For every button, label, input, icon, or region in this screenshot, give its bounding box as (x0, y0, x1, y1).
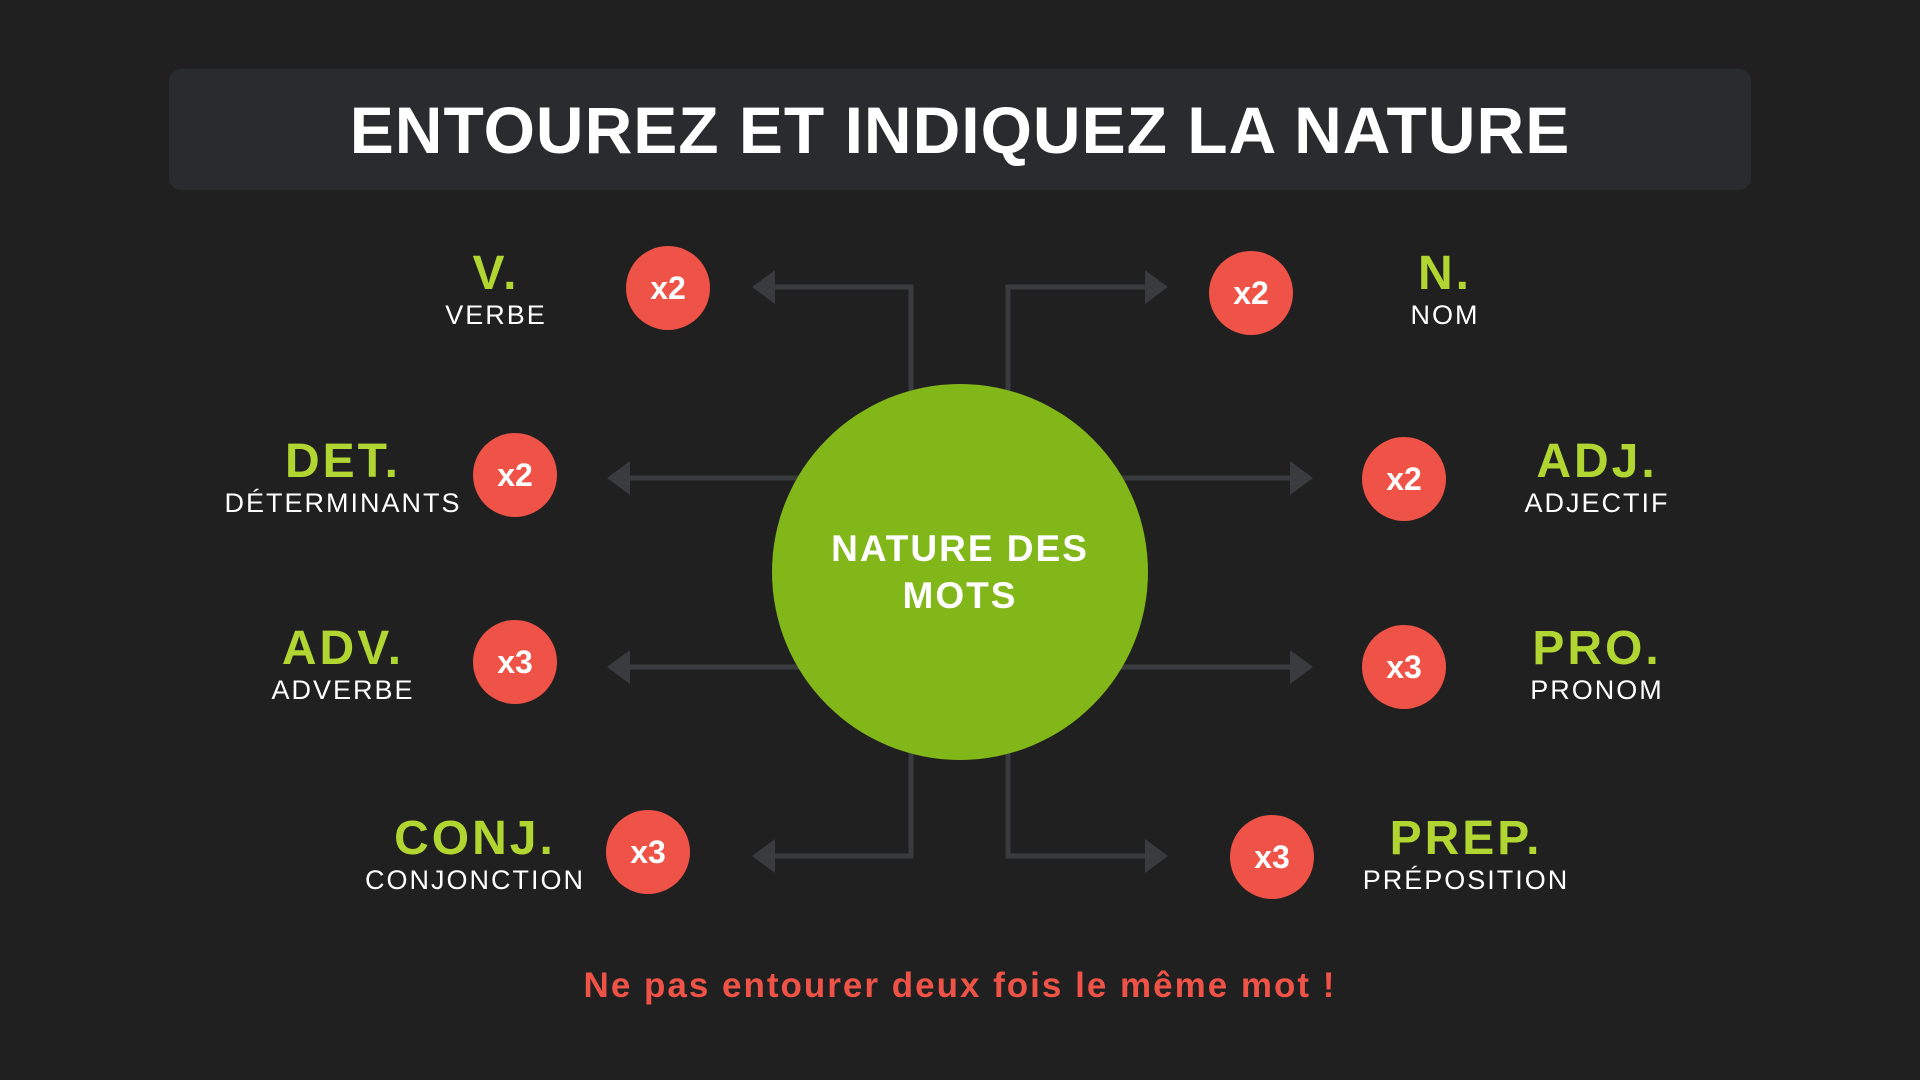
full-name: PRONOM (1530, 675, 1664, 705)
label-adjectif: ADJ. ADJECTIF (1397, 434, 1797, 520)
full-name: NOM (1410, 300, 1480, 330)
arrow-nom (1005, 284, 1150, 400)
center-node: NATURE DES MOTS (772, 384, 1148, 760)
arrow-preposition (1005, 745, 1150, 859)
center-label: NATURE DES MOTS (831, 528, 1089, 616)
abbr: N. (1418, 247, 1472, 300)
label-adverbe: ADV. ADVERBE (143, 621, 543, 707)
arrowhead-icon (607, 461, 630, 495)
full-name: VERBE (445, 300, 547, 330)
abbr: PREP. (1389, 812, 1543, 865)
count-badge-adverbe: x3 (473, 620, 557, 704)
footer-warning: Ne pas entourer deux fois le même mot ! (583, 966, 1337, 1005)
full-name: ADVERBE (271, 675, 415, 705)
arrow-conjonction (770, 745, 914, 859)
arrowhead-icon (607, 650, 630, 684)
abbr: CONJ. (394, 812, 556, 865)
title-banner: ENTOUREZ ET INDIQUEZ LA NATURE (169, 69, 1751, 190)
full-name: DÉTERMINANTS (224, 488, 462, 518)
arrowhead-icon (752, 839, 775, 873)
label-preposition: PREP. PRÉPOSITION (1266, 811, 1666, 897)
abbr: V. (472, 247, 520, 300)
abbr: DET. (284, 435, 401, 488)
arrowhead-icon (1290, 461, 1313, 495)
count-badge-conjonction: x3 (606, 810, 690, 894)
label-verbe: V. VERBE (296, 246, 696, 332)
count-badge-pronom: x3 (1362, 625, 1446, 709)
abbr: PRO. (1532, 622, 1662, 675)
arrowhead-icon (1290, 650, 1313, 684)
count-badge-nom: x2 (1209, 251, 1293, 335)
label-conjonction: CONJ. CONJONCTION (275, 811, 675, 897)
full-name: CONJONCTION (365, 865, 585, 895)
abbr: ADJ. (1536, 435, 1658, 488)
count-badge-adjectif: x2 (1362, 437, 1446, 521)
count-badge-determinants: x2 (473, 433, 557, 517)
count-badge-verbe: x2 (626, 246, 710, 330)
full-name: PRÉPOSITION (1362, 865, 1570, 895)
arrowhead-icon (1145, 270, 1168, 304)
arrowhead-icon (1145, 839, 1168, 873)
label-pronom: PRO. PRONOM (1397, 621, 1797, 707)
arrow-verbe (770, 284, 914, 400)
label-nom: N. NOM (1245, 246, 1645, 332)
count-badge-preposition: x3 (1230, 815, 1314, 899)
arrowhead-icon (752, 270, 775, 304)
full-name: ADJECTIF (1524, 488, 1670, 518)
page-title: ENTOUREZ ET INDIQUEZ LA NATURE (349, 92, 1571, 167)
label-determinants: DET. DÉTERMINANTS (143, 434, 543, 520)
abbr: ADV. (281, 622, 405, 675)
